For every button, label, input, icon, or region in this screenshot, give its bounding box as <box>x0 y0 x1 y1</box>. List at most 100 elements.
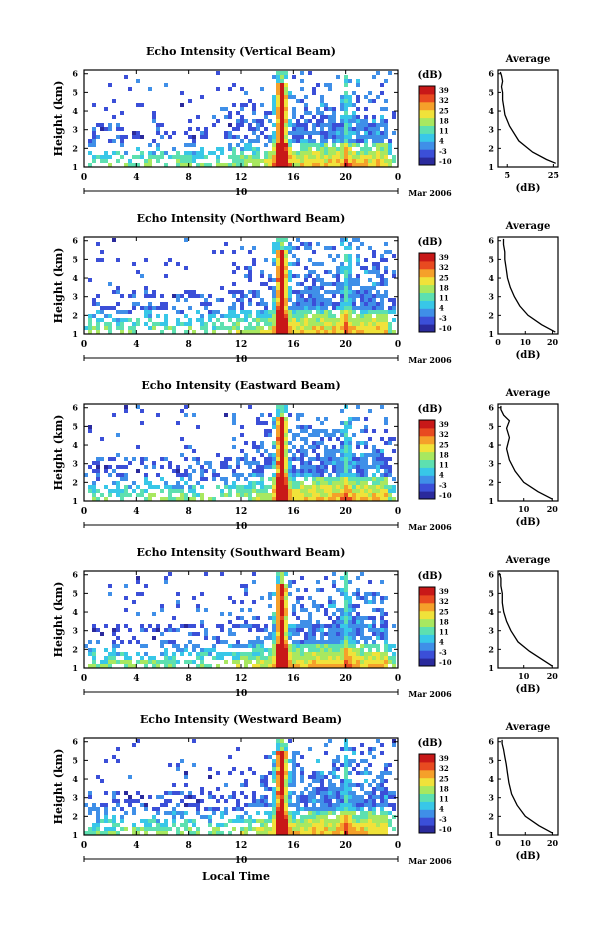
y-tick-label: 6 <box>72 69 78 79</box>
profile-x-label: (dB) <box>516 183 541 194</box>
colorbar-segment <box>419 817 435 826</box>
colorbar-segment <box>419 587 435 596</box>
colorbar-segment <box>419 769 435 779</box>
profile-line <box>500 405 553 500</box>
colorbar-segment <box>419 133 435 142</box>
x-tick-label: 0 <box>81 841 87 851</box>
colorbar-segment <box>419 825 435 834</box>
colorbar-segment <box>419 149 435 158</box>
y-tick-label: 1 <box>72 496 78 506</box>
colorbar-tick-label: 4 <box>439 638 444 647</box>
profile-y-tick-label: 1 <box>488 830 494 840</box>
y-tick-label: 1 <box>72 830 78 840</box>
profile-y-tick-label: 1 <box>488 663 494 673</box>
colorbar-segment <box>419 141 435 150</box>
colorbar-tick-label: 39 <box>439 86 449 95</box>
profile-line <box>502 238 556 333</box>
x-tick-label: 0 <box>81 173 87 183</box>
date-label: Mar 2006 <box>408 188 452 198</box>
date-label: Mar 2006 <box>408 856 452 866</box>
colorbar-segment <box>419 427 435 437</box>
x-tick-label: 12 <box>235 173 248 183</box>
profile-y-tick-label: 4 <box>488 607 494 617</box>
day-label: 10 <box>235 188 248 198</box>
colorbar-segment <box>419 459 435 468</box>
x-axis-label: Local Time <box>202 870 270 883</box>
colorbar-segment <box>419 101 435 111</box>
y-tick-label: 4 <box>72 440 78 450</box>
profile-x-tick-label: 5 <box>504 170 510 180</box>
profile-x-tick-label: 10 <box>520 337 532 347</box>
profile-title: Average <box>505 555 551 566</box>
profile-y-tick-label: 1 <box>488 496 494 506</box>
y-tick-label: 3 <box>72 459 78 469</box>
profile-line <box>501 739 553 834</box>
colorbar-tick-label: 25 <box>439 607 449 616</box>
colorbar-segment <box>419 626 435 635</box>
y-axis-label: Height (km) <box>52 749 65 825</box>
y-tick-label: 2 <box>72 477 78 487</box>
colorbar-segment <box>419 435 435 445</box>
x-tick-label: 8 <box>186 507 192 517</box>
profile-x-tick-label: 0 <box>495 337 501 347</box>
day-label: 10 <box>235 355 248 365</box>
day-label: 10 <box>235 856 248 866</box>
profile-x-tick-label: 25 <box>548 170 559 180</box>
colorbar-tick-label: 4 <box>439 471 444 480</box>
profile-y-tick-label: 6 <box>488 236 494 246</box>
colorbar-tick-label: 18 <box>439 116 449 125</box>
x-tick-label: 16 <box>287 674 300 684</box>
y-tick-label: 1 <box>72 329 78 339</box>
profile-y-tick-label: 5 <box>488 421 494 431</box>
colorbar-tick-label: -10 <box>439 491 452 500</box>
date-label: Mar 2006 <box>408 355 452 365</box>
profile-x-label: (dB) <box>516 350 541 361</box>
colorbar-tick-label: 32 <box>439 263 449 272</box>
colorbar-tick-label: 11 <box>439 461 449 470</box>
colorbar-segment <box>419 475 435 484</box>
panel-title: Echo Intensity (Northward Beam) <box>137 212 346 225</box>
colorbar-segment <box>419 642 435 651</box>
x-tick-label: 8 <box>186 340 192 350</box>
colorbar-tick-label: 32 <box>439 430 449 439</box>
profile-y-tick-label: 2 <box>488 310 494 320</box>
profile-y-tick-label: 2 <box>488 143 494 153</box>
y-axis-label: Height (km) <box>52 415 65 491</box>
colorbar-tick-label: 32 <box>439 96 449 105</box>
colorbar-segment <box>419 634 435 643</box>
colorbar-tick-label: 11 <box>439 795 449 804</box>
profile-y-tick-label: 3 <box>488 125 494 135</box>
colorbar-segment <box>419 260 435 270</box>
y-axis-label: Height (km) <box>52 81 65 157</box>
y-tick-label: 6 <box>72 236 78 246</box>
colorbar-segment <box>419 300 435 309</box>
date-label: Mar 2006 <box>408 522 452 532</box>
x-tick-label: 4 <box>133 173 139 183</box>
x-tick-label: 16 <box>287 841 300 851</box>
heatmap-cells <box>84 405 396 501</box>
colorbar-segment <box>419 483 435 492</box>
profile-frame <box>497 236 559 335</box>
profile-frame <box>497 570 559 669</box>
panel-3: Echo Intensity (Southward Beam)0 4 8 12 16 20… <box>52 546 559 699</box>
profile-x-tick-label: 20 <box>547 504 559 514</box>
profile-x-label: (dB) <box>516 851 541 862</box>
x-tick-label: 20 <box>339 340 352 350</box>
colorbar-tick-label: 25 <box>439 106 449 115</box>
x-tick-label: 0 <box>395 674 401 684</box>
y-tick-label: 4 <box>72 273 78 283</box>
x-tick-label: 12 <box>235 841 248 851</box>
profile-line <box>499 71 556 164</box>
x-tick-label: 12 <box>235 507 248 517</box>
panel-1: Echo Intensity (Northward Beam)0 4 8 12 16 20… <box>52 212 559 365</box>
colorbar-segment <box>419 777 435 787</box>
panel-title: Echo Intensity (Southward Beam) <box>137 546 346 559</box>
colorbar-segment <box>419 602 435 612</box>
colorbar-tick-label: -10 <box>439 324 452 333</box>
x-tick-label: 0 <box>81 674 87 684</box>
colorbar-tick-label: -3 <box>439 815 447 824</box>
colorbar-tick-label: 18 <box>439 450 449 459</box>
profile-y-tick-label: 4 <box>488 440 494 450</box>
colorbar-segment <box>419 86 435 95</box>
profile-y-tick-label: 4 <box>488 273 494 283</box>
